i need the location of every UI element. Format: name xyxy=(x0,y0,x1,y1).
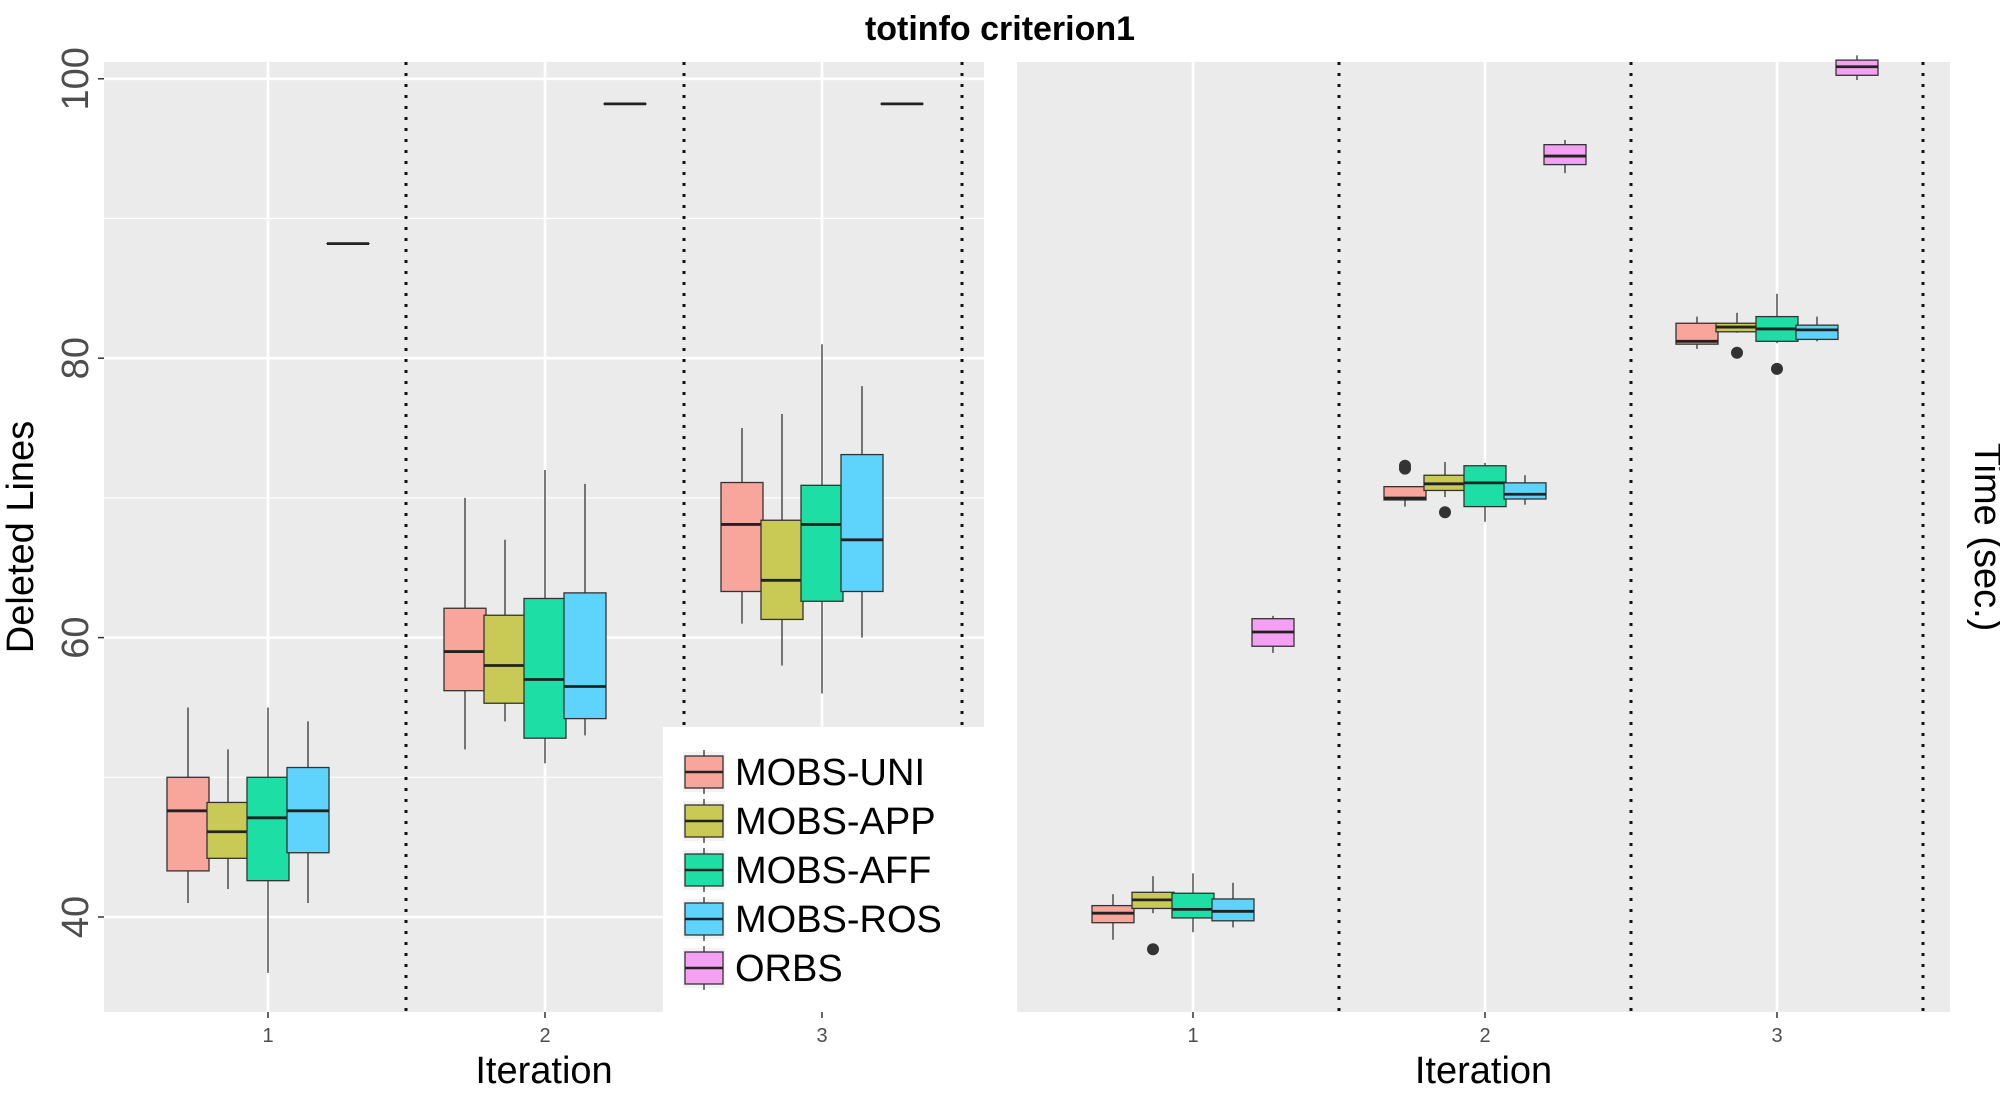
box-mobs-aff xyxy=(800,484,844,602)
x-tick-label: 3 xyxy=(1771,1025,1782,1047)
box-mobs-app xyxy=(760,519,804,621)
x-tick-label: 2 xyxy=(539,1025,550,1047)
chart-title: totinfo criterion1 xyxy=(865,10,1135,48)
box-mobs-aff xyxy=(1171,892,1215,919)
panel-background xyxy=(1017,62,1950,1012)
x-tick-label: 2 xyxy=(1479,1025,1490,1047)
box-mobs-uni xyxy=(1675,322,1719,345)
box-mobs-uni xyxy=(720,481,764,593)
y-axis-label: Time (sec.) xyxy=(1966,443,2000,632)
box-mobs-ros xyxy=(1503,482,1547,500)
legend-label: ORBS xyxy=(735,948,843,990)
legend-item: MOBS-AFF xyxy=(683,848,931,892)
x-tick-label: 3 xyxy=(816,1025,827,1047)
box-mobs-ros xyxy=(1211,898,1255,922)
box-mobs-aff xyxy=(1463,465,1507,508)
y-tick-label: 40 xyxy=(55,896,97,938)
legend-item: ORBS xyxy=(683,946,843,990)
legend-label: MOBS-UNI xyxy=(735,752,925,794)
legend-label: MOBS-ROS xyxy=(735,899,942,941)
box-orbs xyxy=(1543,143,1587,166)
legend-item: MOBS-UNI xyxy=(683,750,925,794)
x-axis-label: Iteration xyxy=(1415,1050,1552,1092)
outlier-point xyxy=(1731,346,1743,359)
box-mobs-aff xyxy=(246,776,290,882)
left-panel: 40 60 80 100 1 2 3 Iteration Deleted Lines xyxy=(0,47,984,1092)
outlier-point xyxy=(1399,459,1411,472)
legend: MOBS-UNI MOBS-APP MOBS-AFF MOBS-ROS ORBS xyxy=(663,727,985,1012)
y-tick-label: 80 xyxy=(55,337,97,379)
outlier-point xyxy=(1147,943,1159,956)
y-axis-label: Deleted Lines xyxy=(0,421,42,653)
box-mobs-aff xyxy=(523,597,567,739)
right-panel: 1 2 3 Iteration Time (sec.) xyxy=(1017,55,2000,1092)
x-axis-label: Iteration xyxy=(475,1050,612,1092)
x-tick-label: 1 xyxy=(1187,1025,1198,1047)
box-mobs-ros xyxy=(563,592,607,720)
legend-item: MOBS-APP xyxy=(683,799,936,843)
legend-label: MOBS-AFF xyxy=(735,850,931,892)
box-mobs-ros xyxy=(1795,324,1839,341)
legend-label: MOBS-APP xyxy=(735,801,936,843)
box-mobs-uni xyxy=(166,776,210,872)
box-mobs-uni xyxy=(1383,485,1427,501)
outlier-point xyxy=(1771,362,1783,375)
box-mobs-uni xyxy=(443,607,487,692)
y-tick-label: 60 xyxy=(55,616,97,658)
box-mobs-app xyxy=(483,614,527,704)
legend-item: MOBS-ROS xyxy=(683,897,942,941)
box-mobs-ros xyxy=(840,453,884,593)
y-tick-label: 100 xyxy=(55,47,97,110)
x-tick-label: 1 xyxy=(262,1025,273,1047)
outlier-point xyxy=(1439,506,1451,519)
